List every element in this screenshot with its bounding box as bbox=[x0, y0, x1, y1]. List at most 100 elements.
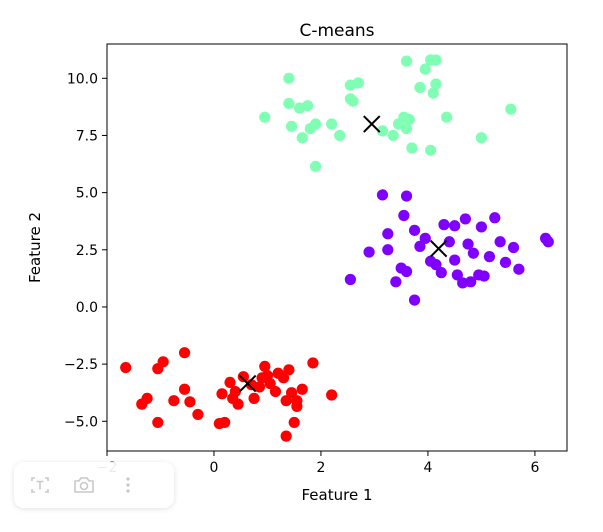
data-point bbox=[475, 132, 488, 144]
data-point bbox=[430, 54, 442, 66]
data-point bbox=[296, 132, 308, 144]
data-point bbox=[277, 372, 290, 384]
data-point bbox=[237, 371, 249, 383]
data-point bbox=[430, 78, 442, 90]
data-point bbox=[403, 113, 415, 126]
data-point bbox=[494, 236, 506, 248]
data-point bbox=[269, 385, 282, 398]
data-point bbox=[441, 111, 453, 123]
data-point bbox=[344, 273, 356, 286]
data-point bbox=[168, 395, 180, 407]
data-point bbox=[291, 400, 303, 413]
data-point bbox=[459, 213, 471, 225]
y-axis-label: Feature 2 bbox=[26, 212, 44, 283]
data-point bbox=[507, 241, 520, 254]
data-point bbox=[414, 240, 426, 252]
data-point bbox=[283, 97, 295, 110]
data-point bbox=[382, 228, 394, 240]
data-point bbox=[408, 294, 421, 306]
data-point bbox=[120, 361, 132, 374]
data-point bbox=[475, 221, 488, 233]
chart-title: C-means bbox=[299, 21, 374, 41]
data-point bbox=[219, 416, 231, 429]
data-point bbox=[363, 246, 375, 258]
x-tick-label: 4 bbox=[423, 460, 432, 476]
y-tick-label: 10.0 bbox=[67, 71, 98, 87]
data-point bbox=[232, 398, 244, 410]
cluster-center-marker bbox=[363, 115, 381, 133]
data-point bbox=[425, 144, 437, 156]
data-point bbox=[283, 72, 295, 84]
data-point bbox=[157, 356, 169, 368]
points-layer bbox=[120, 54, 554, 442]
y-tick-label: 7.5 bbox=[76, 128, 98, 144]
camera-icon bbox=[74, 477, 94, 493]
data-point bbox=[382, 244, 394, 256]
data-point bbox=[264, 377, 276, 390]
data-point bbox=[259, 111, 271, 123]
y-tick-label: 0.0 bbox=[76, 300, 98, 316]
data-point bbox=[483, 251, 496, 263]
data-point bbox=[376, 189, 389, 201]
data-point bbox=[435, 267, 447, 279]
more-options-button[interactable] bbox=[114, 471, 142, 499]
data-point bbox=[326, 389, 338, 401]
data-point bbox=[283, 364, 295, 376]
data-point bbox=[443, 236, 455, 248]
data-point bbox=[406, 142, 418, 154]
data-point bbox=[347, 95, 359, 107]
data-point bbox=[398, 209, 410, 222]
data-point bbox=[310, 118, 322, 130]
data-point bbox=[326, 118, 338, 130]
data-point bbox=[449, 254, 461, 266]
x-tick-label: 6 bbox=[530, 460, 539, 476]
data-point bbox=[451, 269, 463, 281]
data-point bbox=[390, 276, 402, 288]
x-axis-label: Feature 1 bbox=[302, 486, 373, 504]
data-point bbox=[542, 236, 554, 248]
text-select-button[interactable] bbox=[26, 471, 54, 499]
y-tick-label: 2.5 bbox=[76, 243, 98, 259]
data-point bbox=[449, 220, 461, 232]
camera-button[interactable] bbox=[70, 471, 98, 499]
plot-frame bbox=[106, 43, 568, 452]
image-toolbar bbox=[14, 462, 174, 508]
data-point bbox=[376, 125, 389, 137]
y-tick-label: −5.0 bbox=[64, 414, 98, 430]
data-point bbox=[285, 387, 298, 399]
data-point bbox=[400, 123, 413, 135]
data-point bbox=[178, 383, 191, 395]
data-point bbox=[248, 392, 260, 405]
y-axis: −5.0 −2.5 0.0 2.5 5.0 7.5 10.0 bbox=[64, 71, 107, 430]
data-point bbox=[400, 265, 413, 278]
data-point bbox=[192, 408, 204, 421]
data-point bbox=[400, 55, 413, 67]
data-point bbox=[414, 81, 426, 94]
data-point bbox=[419, 63, 431, 75]
data-point bbox=[280, 430, 292, 442]
data-point bbox=[465, 276, 477, 288]
data-point bbox=[259, 360, 271, 372]
data-point bbox=[467, 247, 479, 259]
data-point bbox=[280, 395, 292, 407]
data-point bbox=[505, 103, 517, 115]
data-point bbox=[152, 416, 164, 429]
data-point bbox=[334, 129, 346, 142]
data-point bbox=[478, 270, 490, 282]
data-point bbox=[310, 160, 322, 172]
data-point bbox=[352, 77, 364, 89]
data-point bbox=[224, 376, 236, 389]
cluster-center-marker bbox=[238, 374, 257, 393]
data-point bbox=[253, 381, 266, 393]
data-point bbox=[216, 388, 228, 400]
data-point bbox=[387, 129, 399, 142]
data-point bbox=[430, 259, 442, 271]
data-point bbox=[427, 87, 439, 99]
centers-layer bbox=[238, 115, 448, 393]
data-point bbox=[489, 212, 501, 224]
x-tick-label: 2 bbox=[316, 460, 325, 476]
cluster-center-marker bbox=[429, 239, 448, 258]
data-point bbox=[513, 263, 525, 275]
data-point bbox=[408, 224, 421, 236]
